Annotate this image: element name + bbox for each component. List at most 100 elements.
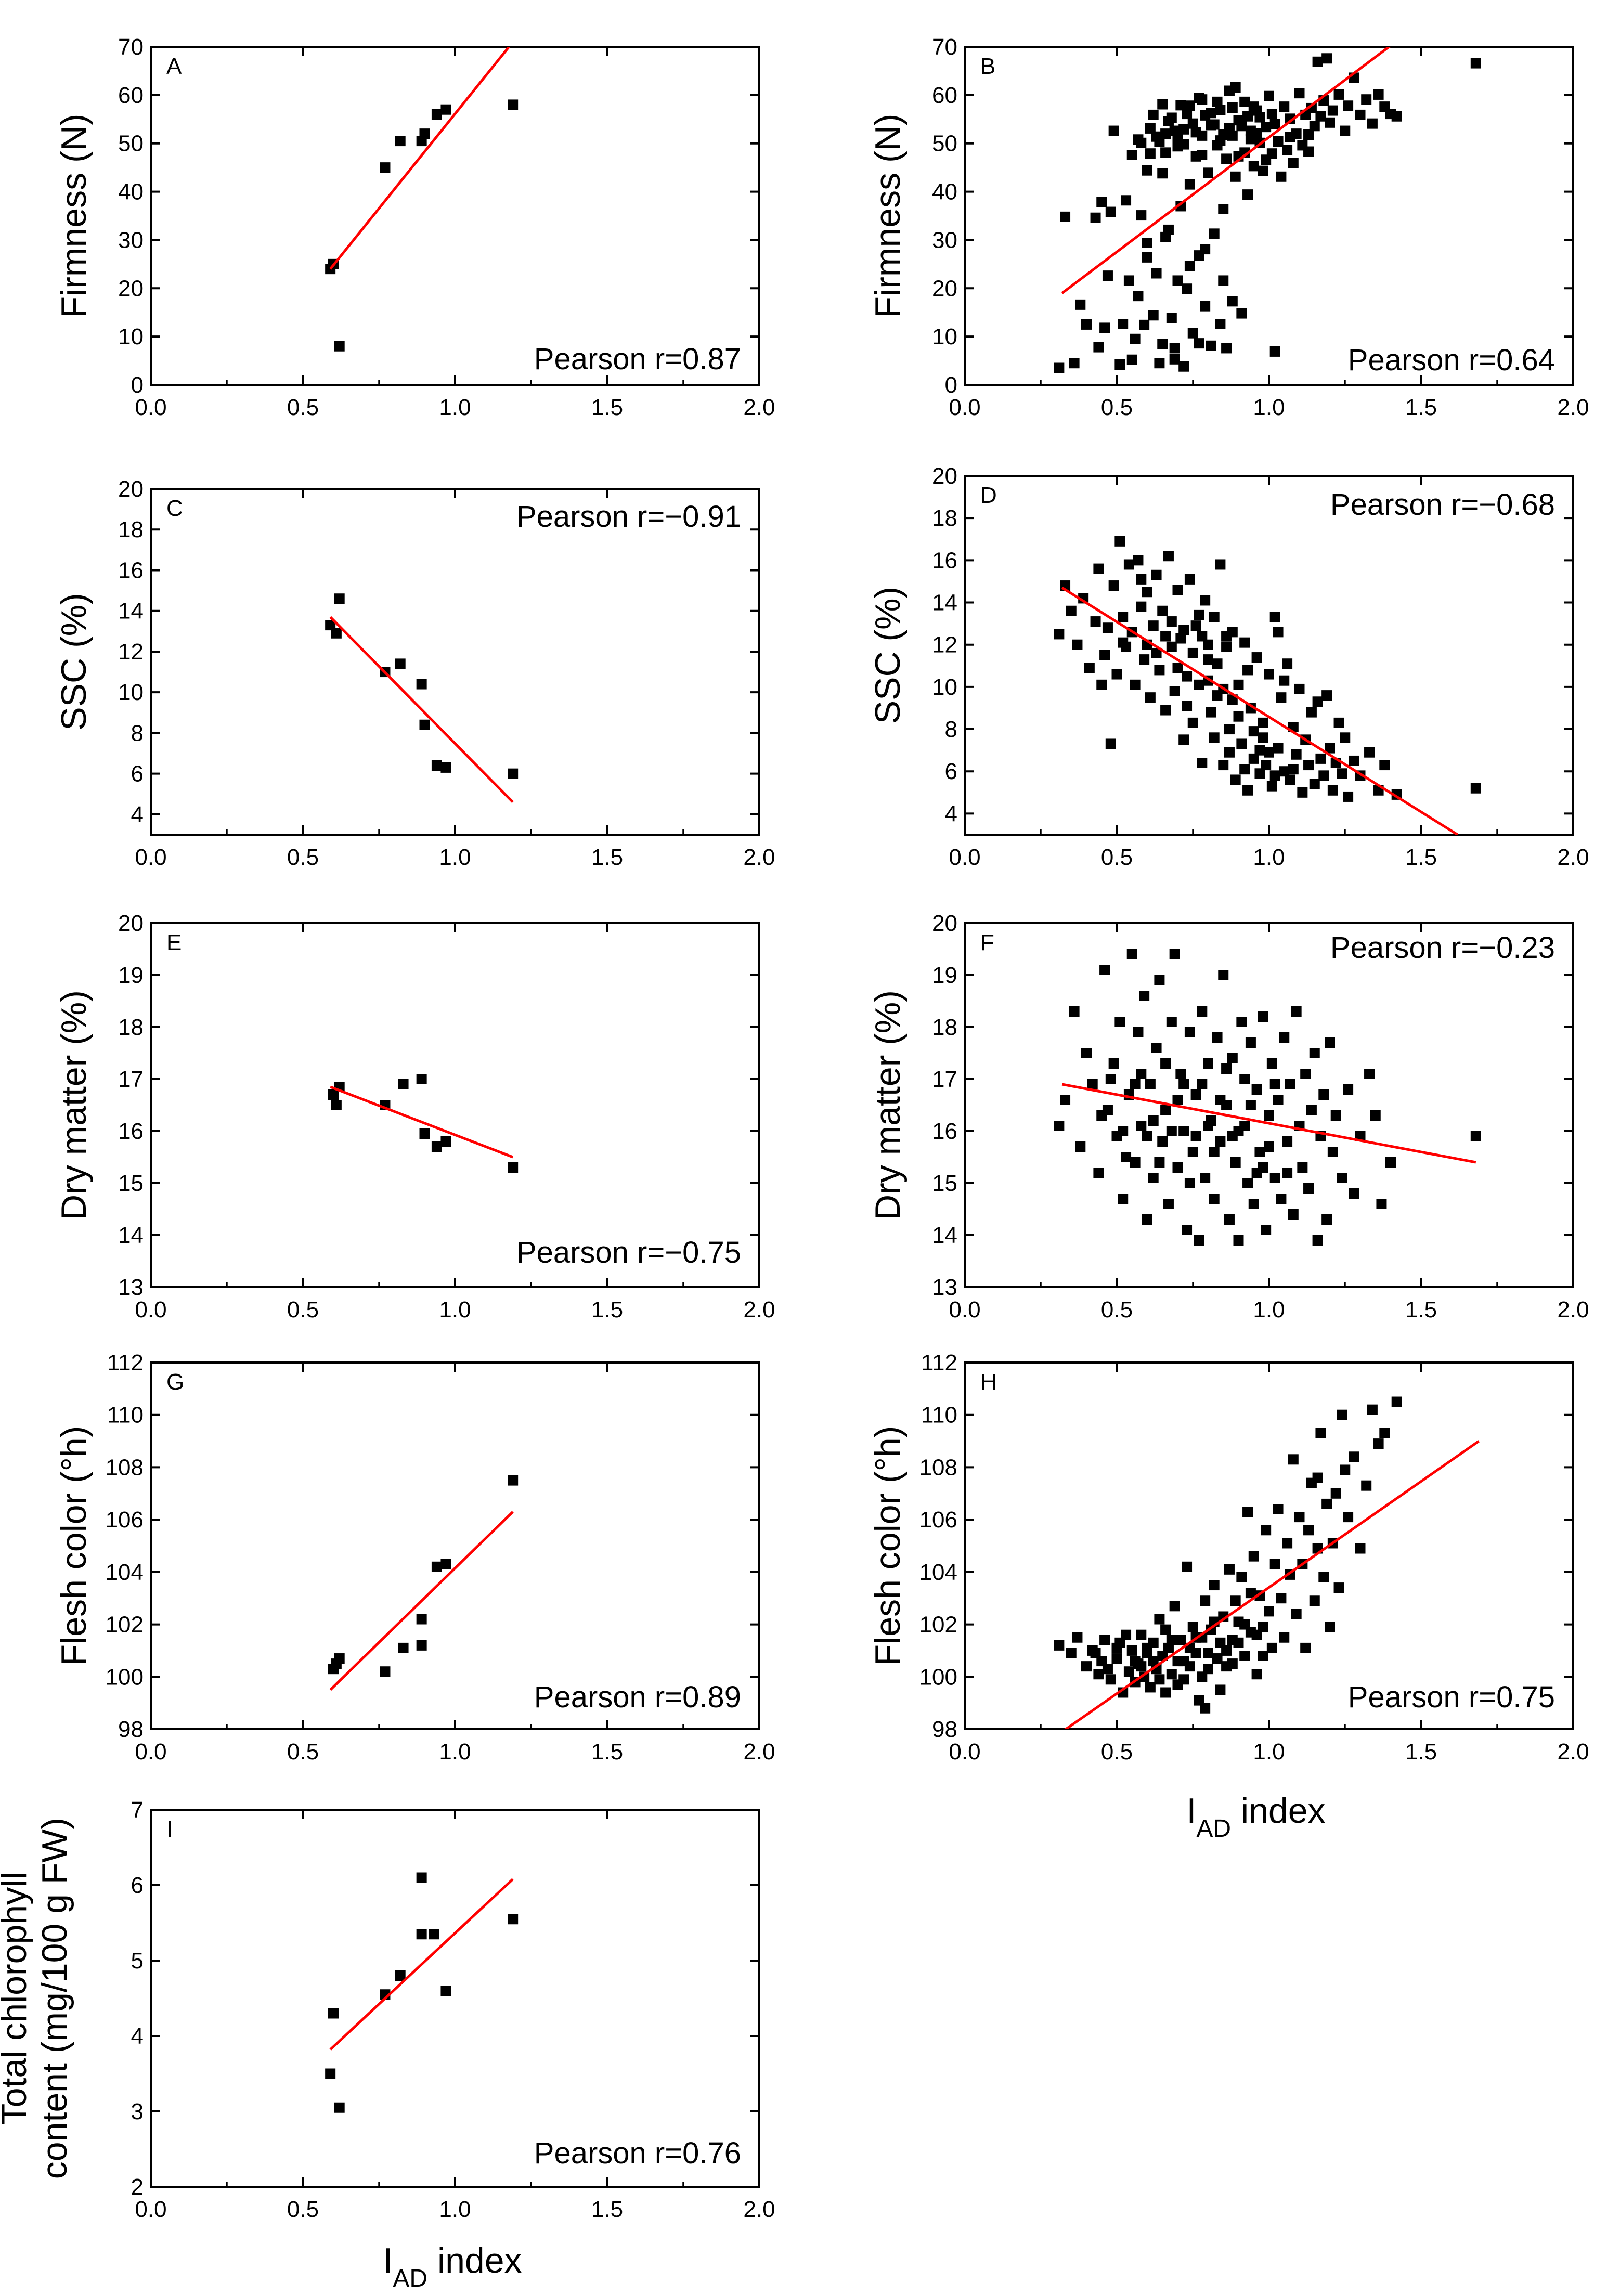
data-point [416,1929,427,1940]
panel-letter: D [980,483,997,508]
y-tick-label: 20 [118,276,144,301]
data-point [1318,1572,1329,1582]
pearson-label: Pearson r=−0.23 [1330,931,1555,965]
x-tick-label: 0.5 [287,845,319,870]
plot-frame [150,488,760,836]
data-point [1221,343,1232,354]
data-point [1325,1622,1335,1632]
data-point [1215,1136,1226,1147]
data-point [1327,105,1338,116]
data-point [1194,679,1204,690]
data-point [1154,1674,1165,1685]
x-tick-label: 1.0 [439,2197,471,2222]
y-tick-label: 16 [118,557,144,583]
data-point [1248,1199,1259,1209]
data-point [1072,1632,1083,1643]
y-tick-label: 100 [919,1664,957,1690]
data-point [1288,1454,1299,1465]
panel-letter: F [980,930,994,955]
data-point [1130,1079,1141,1089]
y-tick-label: 18 [118,517,144,542]
y-tick-label: 19 [118,963,144,988]
data-point [440,1136,451,1147]
data-point [1285,1079,1295,1089]
y-tick-label: 16 [932,1119,957,1144]
y-tick-label: 40 [118,179,144,205]
data-point [1184,179,1195,190]
data-point [1251,128,1262,139]
data-point [1160,231,1171,242]
data-point [1118,612,1129,622]
data-point [1108,580,1119,591]
data-point [1239,96,1250,107]
data-point [1373,1438,1384,1449]
data-point [1160,705,1171,716]
data-point [508,1162,519,1173]
x-tick-label: 1.5 [591,1739,623,1765]
data-point [1072,639,1083,650]
data-point [1093,1168,1104,1178]
y-tick-label: 17 [932,1067,957,1092]
data-point [398,1079,409,1089]
data-point [1099,965,1110,975]
data-point [1233,711,1244,722]
data-point [1206,108,1216,119]
data-point [1227,1635,1238,1645]
data-point [1245,1588,1256,1599]
data-point [1269,612,1280,622]
data-point [1203,1648,1213,1658]
data-point [1218,204,1229,214]
data-point [1242,785,1253,796]
data-point [1096,1110,1107,1121]
data-point [1148,109,1159,120]
plot-frame [150,922,760,1288]
data-point [1218,275,1229,286]
data-point [1187,118,1198,129]
data-point [416,1074,427,1084]
data-point [1269,1559,1280,1569]
data-point [1169,343,1180,354]
data-point [1261,1525,1272,1536]
data-point [1254,1147,1265,1157]
data-point [1361,94,1372,105]
y-tick-label: 18 [932,505,957,531]
y-axis-title: Firmness (N) [54,114,94,318]
x-tick-label: 2.0 [1557,845,1589,870]
data-point [380,162,391,173]
x-axis-title-main: I [383,2241,393,2280]
data-point [1102,1664,1113,1675]
data-point [416,1872,427,1883]
data-point [1224,1214,1235,1225]
y-tick-label: 18 [118,1015,144,1040]
data-point [395,136,406,147]
data-point [1309,1595,1320,1606]
pearson-label: Pearson r=0.87 [534,342,741,376]
data-point [1178,1126,1189,1136]
y-tick-label: 20 [932,463,957,489]
plot-frame [964,1361,1574,1730]
x-tick-label: 0.0 [949,845,980,870]
data-point [1264,1110,1274,1121]
data-point [1121,195,1132,206]
data-point [1470,783,1481,794]
data-point [1136,1629,1147,1640]
data-point [1309,121,1320,132]
data-point [1075,299,1086,310]
data-point [1276,1593,1287,1604]
data-point [1090,1648,1101,1658]
x-tick-label: 1.5 [591,1297,623,1322]
data-point [1248,101,1259,112]
data-point [1312,696,1323,707]
data-point [1182,109,1193,120]
data-point [1306,1105,1317,1115]
data-point [1273,743,1284,754]
data-point [419,719,430,730]
data-point [1288,764,1299,775]
data-point [419,1128,430,1139]
data-point [1054,1640,1065,1651]
y-tick-label: 98 [118,1717,144,1742]
data-point [1318,770,1329,781]
data-point [1123,275,1134,286]
data-point [1321,1214,1332,1225]
